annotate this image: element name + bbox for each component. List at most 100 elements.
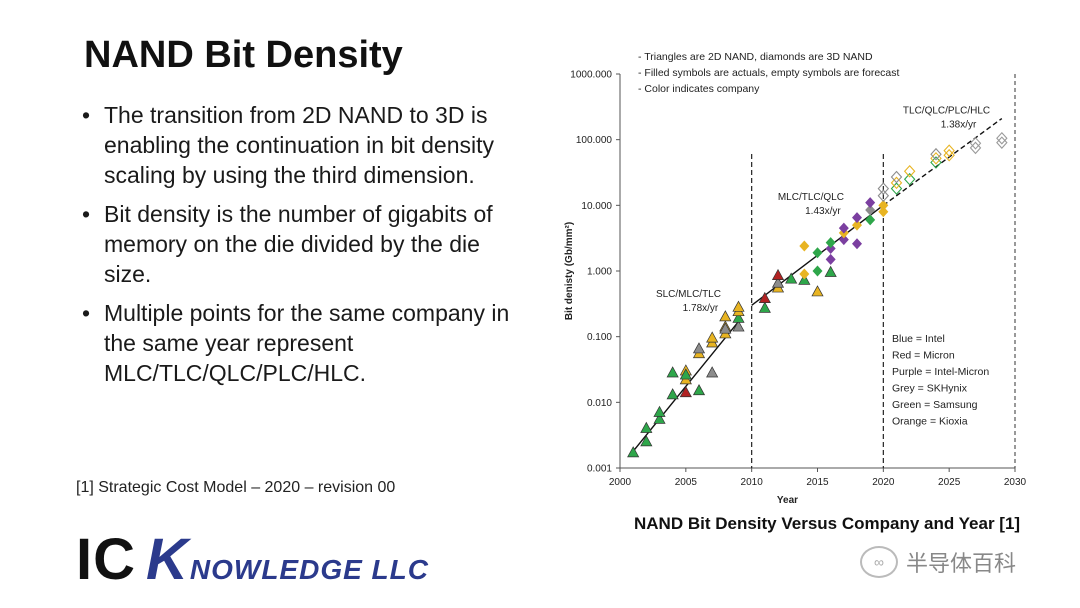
x-tick-label: 2030 [1004, 477, 1027, 488]
data-point-diamond [943, 148, 955, 162]
data-point-diamond [825, 243, 836, 255]
legend-entry: Red = Micron [892, 350, 955, 362]
data-point-triangle [666, 366, 679, 378]
data-point-triangle [627, 446, 640, 458]
data-point-diamond [890, 170, 903, 184]
data-point-diamond [865, 214, 876, 226]
slide-title: NAND Bit Density [84, 34, 403, 76]
legend-entry: Blue = Intel [892, 333, 945, 345]
bullet-dot: • [82, 102, 91, 128]
logo-rest: NOWLEDGE LLC [189, 554, 429, 585]
x-tick-label: 2015 [806, 477, 829, 488]
bullet-dot: • [82, 201, 91, 227]
trend-line [882, 117, 1003, 206]
company-logo: IC K NOWLEDGE LLC [76, 520, 429, 590]
data-point-triangle [732, 320, 745, 332]
data-point-diamond [969, 141, 982, 155]
data-point-triangle [719, 310, 732, 322]
data-point-triangle [824, 265, 837, 277]
data-point-triangle [679, 368, 692, 380]
trend-label: SLC/MLC/TLC [656, 289, 721, 300]
chart-note: - Filled symbols are actuals, empty symb… [638, 67, 900, 79]
data-point-diamond [930, 147, 942, 161]
data-point-diamond [852, 219, 862, 231]
trend-rate-label: 1.43x/yr [805, 206, 841, 217]
data-point-diamond [930, 151, 942, 165]
legend-entry: Orange = Kioxia [892, 416, 968, 428]
y-tick-label: 1.000 [587, 267, 612, 278]
bullet-dot: • [82, 300, 91, 326]
watermark: ∞ 半导体百科 [860, 546, 1016, 578]
logo-k: K [146, 527, 188, 592]
data-point-diamond [878, 199, 889, 211]
data-point-triangle [706, 366, 719, 378]
y-tick-label: 0.001 [587, 464, 612, 475]
x-axis-label: Year [777, 495, 798, 506]
bullet-item: • Bit density is the number of gigabits … [82, 199, 522, 289]
x-tick-label: 2005 [675, 477, 698, 488]
data-point-diamond [865, 204, 876, 216]
data-point-diamond [825, 253, 836, 265]
trend-label: TLC/QLC/PLC/HLC [903, 106, 990, 117]
trend-rate-label: 1.78x/yr [683, 303, 719, 314]
data-point-triangle [653, 412, 666, 424]
data-point-diamond [996, 136, 1008, 149]
data-point-diamond [812, 265, 823, 277]
chart-note: - Triangles are 2D NAND, diamonds are 3D… [638, 51, 873, 63]
y-axis-label: Bit denisty (Gb/mm²) [564, 222, 575, 320]
data-point-diamond [852, 238, 862, 250]
data-point-diamond [838, 222, 849, 234]
y-tick-label: 0.010 [587, 398, 612, 409]
data-point-triangle [706, 331, 719, 343]
chart-note: - Color indicates company [638, 83, 760, 95]
data-point-diamond [799, 240, 810, 252]
reference-note: [1] Strategic Cost Model – 2020 – revisi… [76, 479, 396, 496]
y-tick-label: 100.000 [576, 135, 613, 146]
data-point-triangle [653, 405, 666, 417]
bullet-list: • The transition from 2D NAND to 3D is e… [82, 100, 522, 397]
bullet-text: Bit density is the number of gigabits of… [104, 201, 493, 287]
data-point-triangle [732, 300, 745, 312]
data-point-triangle [771, 276, 785, 288]
y-tick-label: 1000.000 [570, 70, 612, 81]
data-point-diamond [903, 164, 916, 178]
wechat-icon: ∞ [860, 546, 898, 578]
legend-entry: Green = Samsung [892, 399, 978, 411]
data-point-diamond [877, 182, 890, 195]
data-point-triangle [771, 268, 785, 280]
bullet-text: Multiple points for the same company in … [104, 300, 510, 386]
y-tick-label: 0.100 [587, 332, 612, 343]
trend-rate-label: 1.38x/yr [941, 120, 977, 131]
chart-caption: NAND Bit Density Versus Company and Year… [634, 514, 1021, 533]
data-point-diamond [890, 176, 903, 190]
y-tick-label: 10.000 [581, 201, 612, 212]
data-point-diamond [812, 247, 823, 259]
data-point-diamond [969, 136, 982, 150]
data-point-triangle [758, 301, 771, 313]
data-point-diamond [825, 237, 836, 249]
data-point-triangle [640, 421, 653, 433]
data-point-triangle [811, 285, 824, 297]
bullet-text: The transition from 2D NAND to 3D is ena… [104, 102, 495, 188]
data-point-diamond [903, 172, 916, 186]
data-point-triangle [719, 322, 732, 334]
x-tick-label: 2020 [872, 477, 895, 488]
data-point-diamond [852, 212, 862, 224]
data-point-diamond [865, 197, 876, 209]
x-tick-label: 2000 [609, 477, 632, 488]
data-point-triangle [785, 272, 798, 284]
data-point-diamond [890, 182, 903, 195]
data-point-triangle [692, 384, 706, 396]
watermark-text: 半导体百科 [906, 551, 1017, 576]
data-point-triangle [679, 386, 692, 398]
trend-label: MLC/TLC/QLC [778, 192, 844, 203]
data-point-diamond [877, 189, 890, 203]
bullet-item: • The transition from 2D NAND to 3D is e… [82, 100, 522, 190]
data-point-triangle [692, 342, 706, 354]
data-point-triangle [640, 435, 653, 447]
data-point-diamond [943, 144, 955, 157]
legend-entry: Purple = Intel-Micron [892, 366, 989, 378]
data-point-triangle [666, 388, 679, 400]
x-tick-label: 2010 [741, 477, 764, 488]
scatter-chart: 0.001 0.010 0.100 1.000 10.000 100.000 1000.00… [564, 51, 1027, 506]
